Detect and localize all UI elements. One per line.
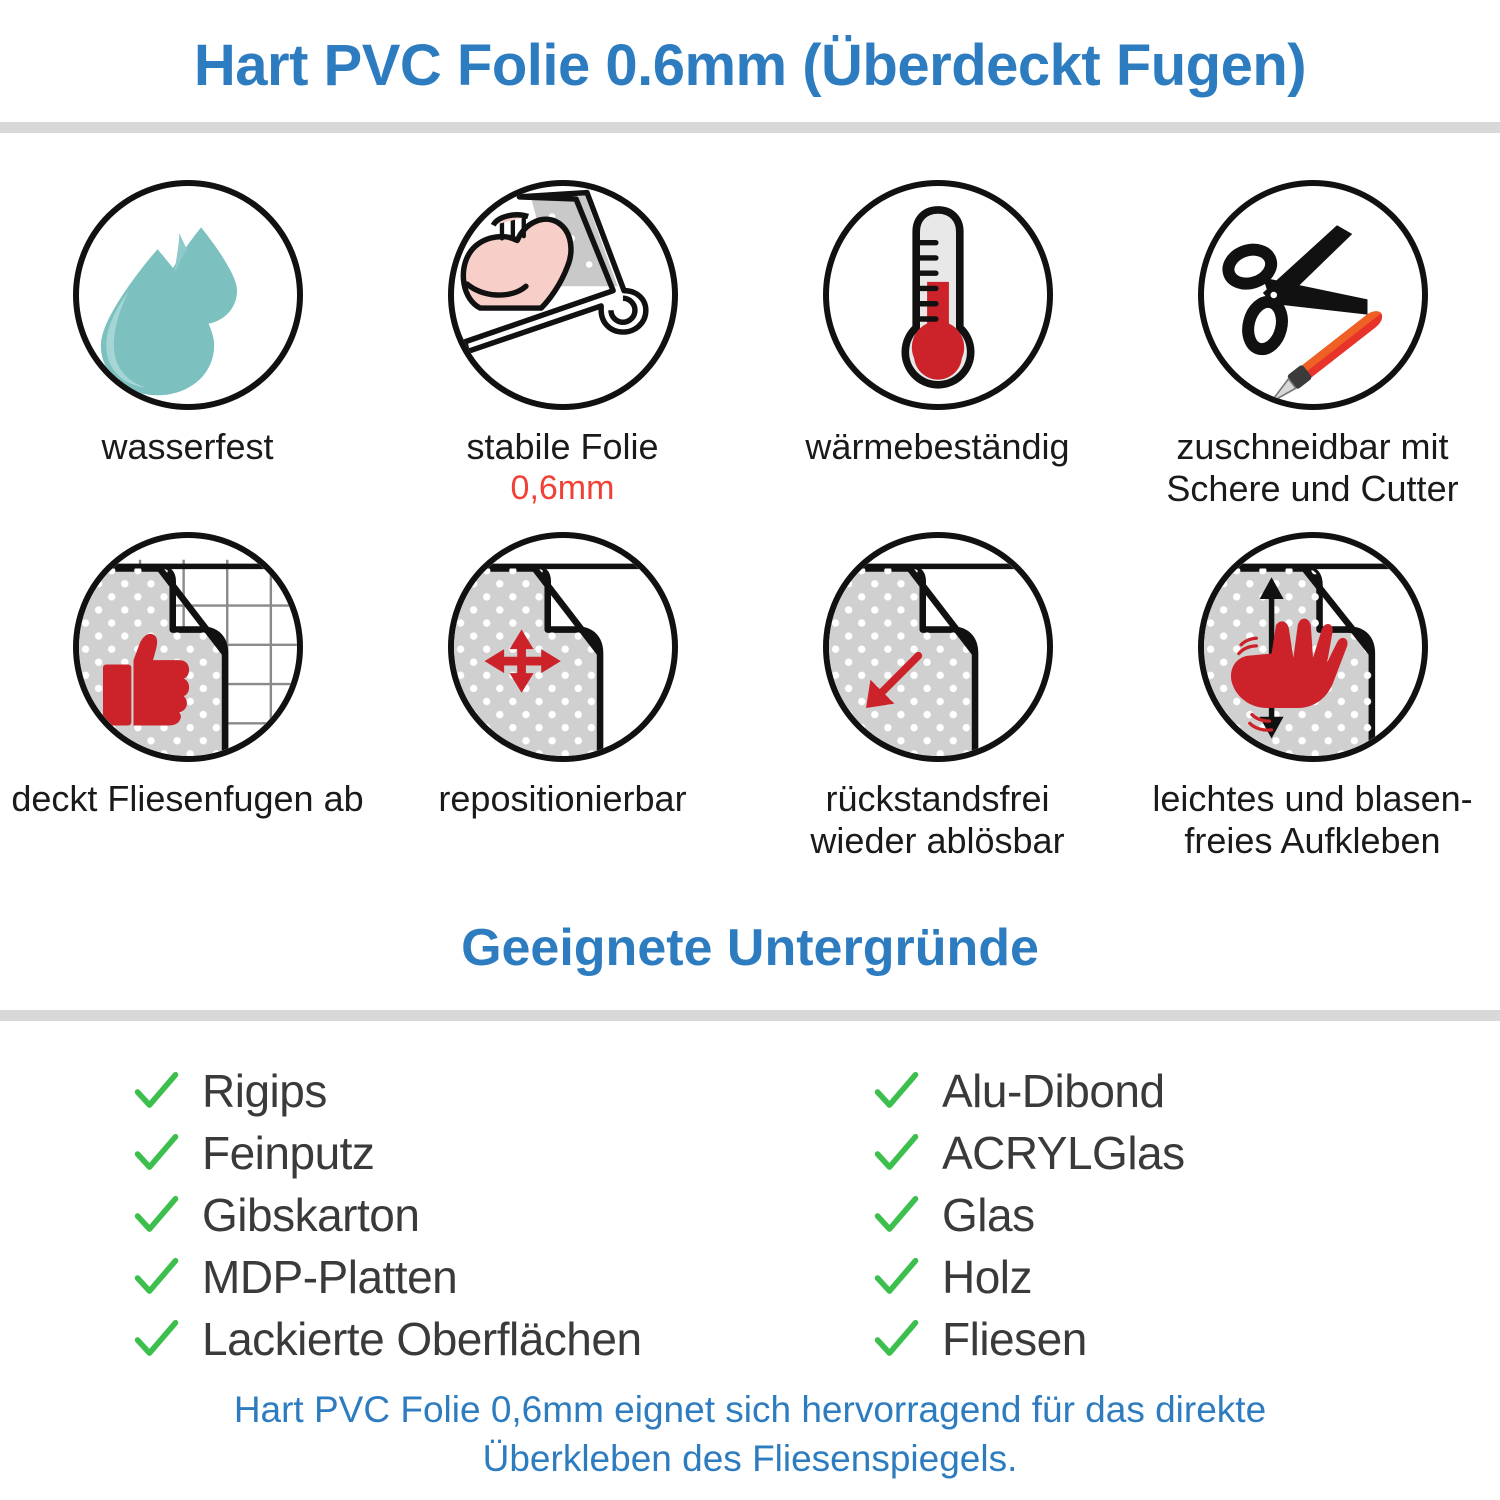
- feature-waermebestaendig: wärmebeständig: [750, 180, 1125, 532]
- feature-grid: wasserfest: [0, 180, 1500, 884]
- substrate-checklist: Rigips Feinputz Gibskarton MDP-Platten L…: [0, 1060, 1500, 1370]
- substrate-column-right: Alu-Dibond ACRYLGlas Glas Holz Fliesen: [750, 1060, 1500, 1370]
- check-icon: [134, 1319, 179, 1356]
- list-item: Glas: [870, 1184, 1500, 1246]
- check-icon: [134, 1133, 179, 1170]
- feature-wasserfest: wasserfest: [0, 180, 375, 532]
- icon-circle: [822, 180, 1053, 410]
- feature-icon-wrap: [72, 532, 303, 762]
- footer-note: Hart PVC Folie 0,6mm eignet sich hervorr…: [233, 1389, 1267, 1479]
- check-icon: [874, 1257, 919, 1294]
- feature-icon-wrap: [72, 180, 303, 410]
- water-drops-icon: [100, 227, 237, 396]
- feature-label: wasserfest: [101, 426, 274, 467]
- check-icon: [874, 1319, 919, 1356]
- check-icon: [134, 1257, 179, 1294]
- feature-label: leichtes und blasen- freies Aufkleben: [1152, 778, 1473, 862]
- substrate-label: ACRYLGlas: [942, 1127, 1185, 1179]
- check-icon: [874, 1071, 919, 1108]
- strong-arm-film-icon: [460, 189, 649, 355]
- list-item: Rigips: [130, 1060, 750, 1122]
- list-item: Holz: [870, 1246, 1500, 1308]
- feature-label: wärmebeständig: [805, 426, 1070, 467]
- substrate-label: Feinputz: [202, 1127, 375, 1179]
- peel-arrow-icon: [828, 563, 1043, 756]
- feature-repositionierbar: repositionierbar: [375, 532, 750, 884]
- substrate-label: Glas: [942, 1189, 1035, 1241]
- feature-blasenfrei-aufkleben: leichtes und blasen- freies Aufkleben: [1125, 532, 1500, 884]
- icon-circle: [1197, 532, 1428, 762]
- feature-icon-wrap: [447, 532, 678, 762]
- substrate-label: MDP-Platten: [202, 1251, 458, 1303]
- feature-label: rückstandsfrei wieder ablösbar: [810, 778, 1065, 862]
- move-arrows-icon: [453, 563, 668, 756]
- feature-sublabel: 0,6mm: [510, 469, 615, 508]
- icon-circle: [822, 532, 1053, 762]
- feature-label: stabile Folie: [466, 426, 659, 467]
- check-icon: [134, 1071, 179, 1108]
- list-item: MDP-Platten: [130, 1246, 750, 1308]
- substrate-label: Fliesen: [942, 1313, 1087, 1365]
- list-item: Alu-Dibond: [870, 1060, 1500, 1122]
- feature-zuschneidbar: zuschneidbar mit Schere und Cutter: [1125, 180, 1500, 532]
- substrate-label: Holz: [942, 1251, 1033, 1303]
- icon-circle: [447, 180, 678, 410]
- feature-icon-wrap: [822, 180, 1053, 410]
- feature-label: repositionierbar: [438, 778, 687, 819]
- scissors-cutter-icon: [1221, 225, 1382, 403]
- feature-icon-wrap: [447, 180, 678, 410]
- icon-circle: [72, 180, 303, 410]
- icon-circle: [1197, 180, 1428, 410]
- feature-label: zuschneidbar mit Schere und Cutter: [1166, 426, 1459, 510]
- check-icon: [874, 1195, 919, 1232]
- substrate-column-left: Rigips Feinputz Gibskarton MDP-Platten L…: [0, 1060, 750, 1370]
- page-title: Hart PVC Folie 0.6mm (Überdeckt Fugen): [193, 33, 1307, 98]
- feature-icon-wrap: [1197, 180, 1428, 410]
- list-item: Lackierte Oberflächen: [130, 1308, 750, 1370]
- icon-circle: [447, 532, 678, 762]
- check-icon: [134, 1195, 179, 1232]
- substrate-label: Rigips: [202, 1065, 327, 1117]
- substrate-label: Alu-Dibond: [942, 1065, 1165, 1117]
- smoothing-hand-icon: [1203, 563, 1418, 756]
- divider-middle: [0, 1010, 1500, 1021]
- feature-icon-wrap: [822, 532, 1053, 762]
- check-icon: [874, 1133, 919, 1170]
- substrate-label: Lackierte Oberflächen: [202, 1313, 642, 1365]
- list-item: Gibskarton: [130, 1184, 750, 1246]
- feature-stabile-folie: stabile Folie 0,6mm: [375, 180, 750, 532]
- feature-icon-wrap: [1197, 532, 1428, 762]
- feature-label: deckt Fliesenfugen ab: [11, 778, 364, 819]
- substrate-label: Gibskarton: [202, 1189, 420, 1241]
- icon-circle: [72, 532, 303, 762]
- list-item: Fliesen: [870, 1308, 1500, 1370]
- list-item: Feinputz: [130, 1122, 750, 1184]
- feature-deckt-fliesenfugen: deckt Fliesenfugen ab: [0, 532, 375, 884]
- list-item: ACRYLGlas: [870, 1122, 1500, 1184]
- thermometer-icon: [900, 206, 975, 389]
- thumbs-up-tile-grid-icon: [78, 559, 297, 756]
- section-heading-untergruende: Geeignete Untergründe: [461, 919, 1039, 977]
- divider-top: [0, 122, 1500, 133]
- feature-rueckstandsfrei: rückstandsfrei wieder ablösbar: [750, 532, 1125, 884]
